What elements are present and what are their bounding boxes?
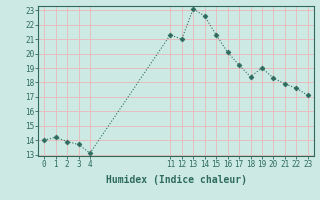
X-axis label: Humidex (Indice chaleur): Humidex (Indice chaleur) (106, 175, 246, 185)
